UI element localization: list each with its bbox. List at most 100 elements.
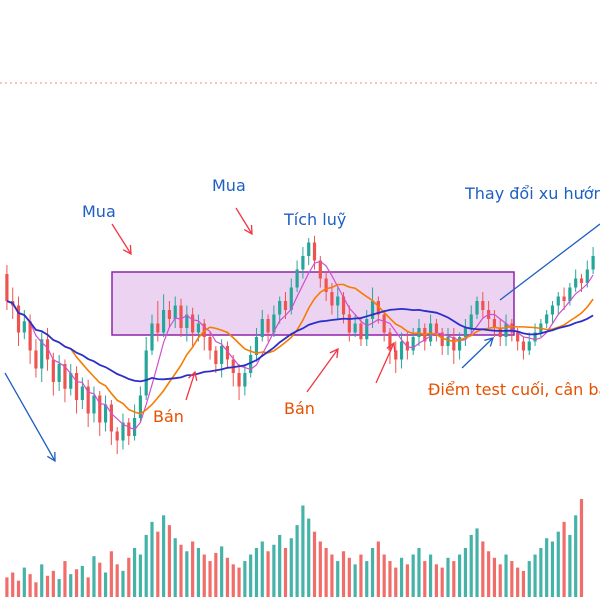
candle-body: [179, 305, 183, 328]
candle-body: [138, 395, 142, 418]
volume-bar: [330, 554, 334, 597]
volume-bar: [260, 541, 264, 597]
candle-body: [283, 301, 288, 310]
candle-body: [121, 422, 125, 441]
candle-body: [132, 418, 137, 436]
candle: [225, 341, 230, 369]
candle: [336, 287, 340, 319]
candle-body: [568, 287, 572, 301]
candle-body: [446, 337, 450, 346]
volume-bar: [336, 561, 340, 597]
candle-body: [289, 287, 293, 310]
candle-body: [254, 337, 259, 355]
candle: [231, 355, 235, 387]
volume-bar: [28, 574, 32, 597]
candle: [191, 307, 195, 346]
candle: [220, 339, 224, 378]
volume-bar: [69, 574, 73, 597]
candle-body: [376, 301, 380, 315]
volume-bar: [34, 582, 38, 597]
volume-bar: [388, 561, 392, 597]
candle: [179, 298, 183, 337]
volume-bar: [434, 564, 438, 597]
candle: [446, 328, 450, 355]
candle: [550, 301, 555, 324]
candle: [562, 287, 566, 310]
volume-bar: [220, 546, 224, 597]
volume-bar: [510, 561, 514, 597]
candle-body: [318, 260, 322, 279]
candle-body: [214, 350, 218, 364]
candle-body: [80, 386, 84, 400]
candle-body: [399, 341, 404, 360]
volume-bars: [5, 499, 584, 597]
volume-bar: [156, 531, 160, 597]
arrow-trend-change: [499, 223, 600, 301]
candle: [411, 328, 415, 355]
candle: [574, 269, 578, 292]
volume-bar: [249, 554, 253, 597]
volume-bar: [579, 499, 584, 597]
candle-body: [550, 305, 555, 315]
volume-bar: [179, 544, 183, 597]
volume-bar: [185, 551, 189, 597]
volume-bar: [98, 562, 102, 597]
candle: [156, 301, 160, 342]
candle-body: [458, 337, 462, 351]
candle-body: [196, 323, 201, 333]
candle-body: [237, 373, 241, 387]
candle: [132, 404, 137, 441]
candle: [57, 355, 61, 391]
candle: [382, 310, 386, 342]
ma-fast-line: [6, 260, 594, 431]
candle: [92, 386, 96, 423]
candle: [475, 296, 479, 319]
volume-bar: [22, 567, 26, 597]
candle: [295, 260, 299, 292]
candle-body: [86, 386, 90, 414]
candle-body: [243, 373, 247, 387]
volume-bar: [574, 515, 578, 597]
accumulation-zone: [111, 271, 515, 336]
volume-bar: [492, 557, 497, 597]
volume-bar: [191, 541, 195, 597]
candle-body: [16, 305, 21, 333]
volume-bar: [440, 567, 444, 597]
candle-body: [220, 346, 224, 364]
candle-body: [278, 301, 282, 315]
annotation-arrows: [4, 207, 600, 463]
volume-bar: [475, 528, 479, 597]
arrow-downtrend: [4, 372, 56, 463]
volume-bar: [196, 548, 201, 597]
candle: [86, 379, 90, 427]
candle-body: [469, 314, 473, 328]
volume-bar: [231, 564, 235, 597]
volume-bar: [423, 561, 427, 597]
candle-body: [69, 373, 73, 389]
candle: [278, 296, 282, 324]
candle-body: [324, 278, 328, 292]
annotation-labels: Mua Mua Tích luỹ Thay đổi xu hướn Bán Bá…: [82, 176, 600, 426]
candle-body: [115, 431, 119, 441]
candle-body: [63, 364, 67, 389]
candle-body: [162, 310, 166, 333]
candle: [237, 364, 241, 400]
candle-body: [556, 296, 560, 306]
candle: [498, 319, 502, 346]
volume-bar: [405, 564, 409, 597]
volume-bar: [399, 557, 404, 597]
volume-bar: [411, 554, 415, 597]
candle: [399, 332, 404, 369]
volume-bar: [121, 570, 125, 597]
candle-body: [208, 337, 212, 351]
volume-bar: [545, 538, 549, 597]
candle: [324, 271, 328, 301]
volume-bar: [312, 531, 317, 597]
volume-bar: [533, 554, 537, 597]
candle-body: [272, 314, 276, 333]
candle-body: [353, 323, 357, 333]
candle-body: [562, 296, 566, 301]
annotation-mua-2: Mua: [212, 176, 246, 195]
volume-bar: [469, 534, 473, 597]
